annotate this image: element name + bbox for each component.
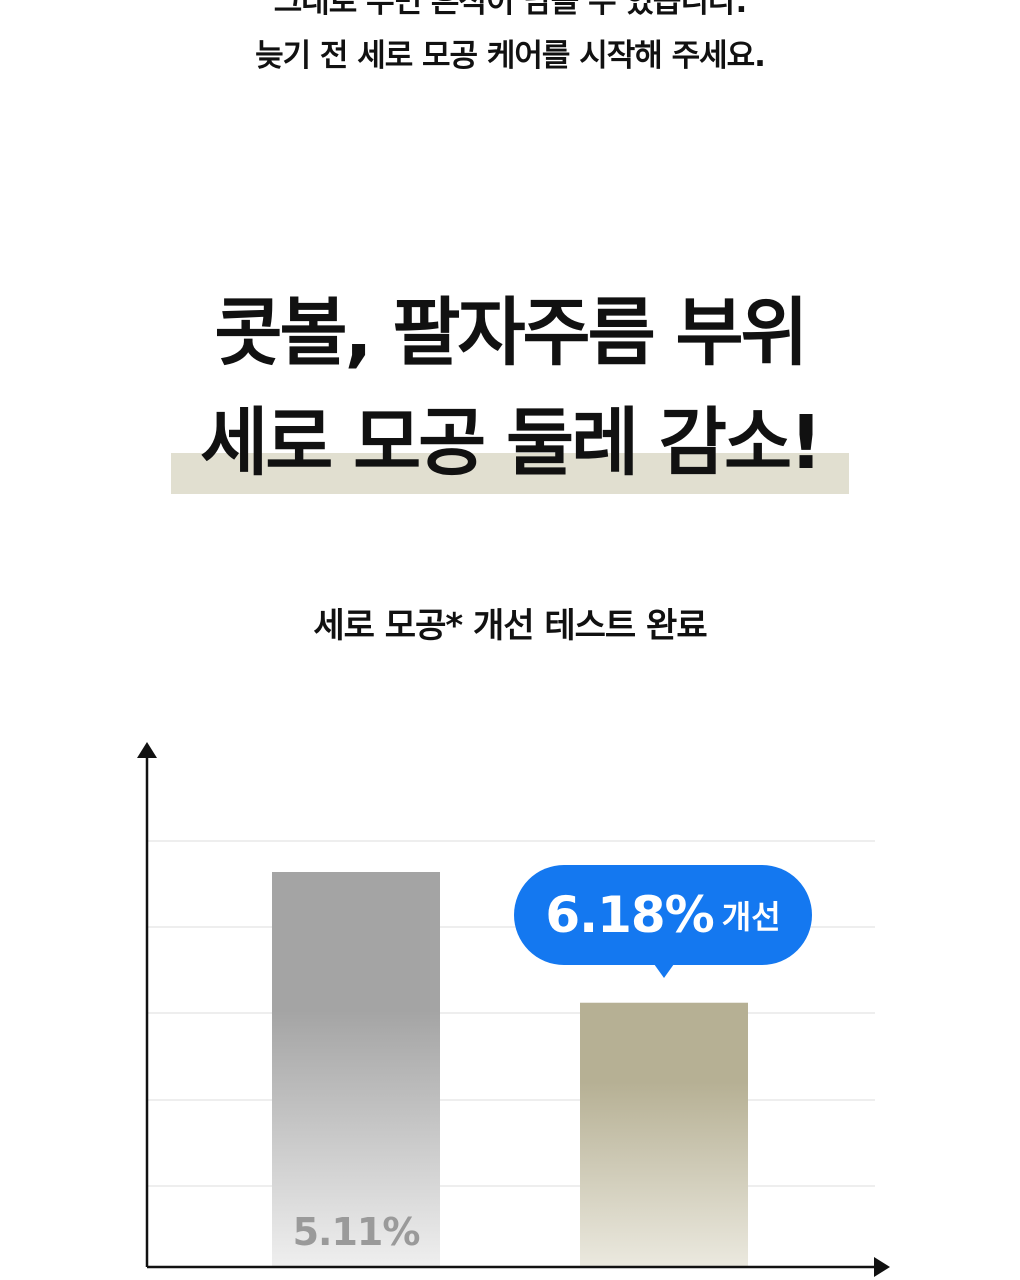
improvement-label: 개선: [721, 898, 781, 936]
chart-title: 세로 모공* 개선 테스트 완료: [313, 606, 707, 646]
improvement-bubble: 6.18% 개선: [514, 865, 812, 978]
bar-chart: [137, 742, 890, 1277]
bar-0: [272, 872, 440, 1267]
intro-line-1: 그대로 두면 흔적이 남을 수 있습니다.: [273, 0, 748, 20]
y-axis-arrow: [137, 742, 157, 758]
x-axis-arrow: [874, 1257, 890, 1277]
bar-label-before: 5.11%: [292, 1210, 421, 1254]
headline-line-1: 콧볼, 팔자주름 부위: [214, 290, 808, 376]
improvement-value: 6.18%: [545, 886, 714, 944]
intro-line-2: 늦기 전 세로 모공 케어를 시작해 주세요.: [255, 38, 766, 74]
bar-1: [580, 1002, 748, 1267]
headline-line-2: 세로 모공 둘레 감소!: [200, 400, 823, 486]
headline-highlight: [171, 453, 849, 494]
